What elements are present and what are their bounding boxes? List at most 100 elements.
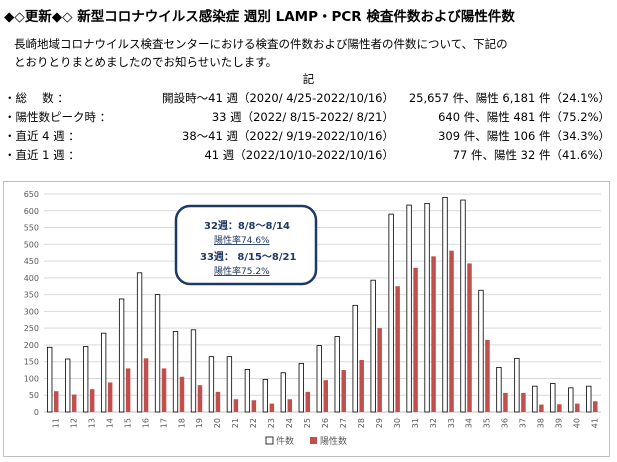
bar-count-40 <box>568 387 574 413</box>
summary-period: 41 週（2022/10/10-2022/10/16） <box>204 148 394 162</box>
y-tick-label: 50 <box>29 391 39 400</box>
bar-count-31 <box>406 204 412 413</box>
legend-label-positive: 陽性数 <box>320 435 347 447</box>
x-tick-label: 35 <box>483 418 492 428</box>
x-tick-label: 26 <box>321 418 330 428</box>
y-tick-label: 400 <box>24 274 39 283</box>
x-tick-label: 37 <box>519 418 528 428</box>
bar-count-34 <box>460 199 466 413</box>
bar-positive-19 <box>197 385 203 412</box>
summary-period: 開設時～41 週（2020/ 4/25-2022/10/16） <box>162 91 394 105</box>
legend-swatch-count <box>265 436 274 445</box>
bar-positive-11 <box>53 391 59 412</box>
summary-row-last4: ・直近 4 週 ： 38～41 週（2022/ 9/19-2022/10/16）… <box>4 128 610 147</box>
legend-swatch-positive <box>310 437 317 444</box>
bar-positive-20 <box>215 391 221 412</box>
bar-positive-15 <box>125 368 131 412</box>
annotation-callout: 32週：8/8～8/14 陽性率74.6% 33週： 8/15～8/21 陽性率… <box>174 204 318 286</box>
annotation-box <box>174 204 318 286</box>
x-tick-label: 31 <box>411 418 420 428</box>
bar-positive-29 <box>377 328 382 412</box>
y-tick-label: 600 <box>24 207 39 216</box>
summary-result: 640 件、陽性 481 件（75.2%） <box>438 110 610 124</box>
bar-count-13 <box>83 346 89 413</box>
annotation-line-2: 陽性率74.6% <box>214 234 270 246</box>
bar-count-25 <box>298 362 304 413</box>
bar-count-38 <box>532 385 538 413</box>
intro-text: 長崎地域コロナウイルス検査センターにおける検査の件数および陽性者の件数について、… <box>14 35 609 71</box>
annotation-line-3: 33週： 8/15～8/21 <box>200 251 296 263</box>
y-tick-label: 250 <box>24 324 39 333</box>
x-axis-ticks: 11 12 13 14 15 16 17 18 19 20 21 22 23 24 25 26 27 28 29 30… <box>51 418 599 428</box>
y-tick-label: 450 <box>24 257 39 266</box>
bar-positive-23 <box>269 403 275 412</box>
bar-count-29 <box>370 279 376 413</box>
page-title: ◆◇更新◆◇ 新型コロナウイルス感染症 週別 LAMP・PCR 検査件数および陽… <box>4 9 515 25</box>
bar-positive-36 <box>503 392 508 412</box>
y-tick-label: 300 <box>24 307 39 316</box>
bar-positive-21 <box>233 399 239 412</box>
bar-positive-40 <box>575 403 580 412</box>
x-tick-label: 11 <box>51 418 60 428</box>
bar-count-11 <box>47 346 53 413</box>
x-tick-label: 40 <box>573 418 582 428</box>
summary-period: 38～41 週（2022/ 9/19-2022/10/16） <box>182 129 394 143</box>
chart-legend: 件数 陽性数 <box>265 435 347 447</box>
x-tick-label: 29 <box>375 418 384 428</box>
bar-positive-22 <box>251 400 257 412</box>
bar-count-41 <box>586 385 592 413</box>
bar-count-20 <box>208 356 215 413</box>
x-tick-label: 14 <box>105 418 114 428</box>
summary-row-last1: ・直近 1 週 ： 41 週（2022/10/10-2022/10/16） 77… <box>4 147 610 166</box>
bar-positive-13 <box>89 389 95 412</box>
summary-label: ・直近 4 週 ： <box>4 129 80 143</box>
intro-line-2: とおりとりまとめましたのでお知らせいたします。 <box>14 55 278 69</box>
bar-count-18 <box>172 331 179 413</box>
y-tick-label: 350 <box>24 291 39 300</box>
x-tick-label: 30 <box>393 418 402 428</box>
summary-result: 77 件、陽性 32 件（41.6%） <box>452 148 610 162</box>
bar-count-33 <box>442 196 448 413</box>
bar-count-37 <box>514 357 520 413</box>
bar-positive-28 <box>359 360 364 412</box>
bar-count-21 <box>226 356 233 413</box>
summary-label: ・直近 1 週 ： <box>4 148 80 162</box>
bar-count-23 <box>262 379 268 413</box>
bar-positive-12 <box>71 394 77 412</box>
bar-count-36 <box>496 366 502 413</box>
x-tick-label: 22 <box>249 418 258 428</box>
bar-count-19 <box>190 329 197 413</box>
summary-result: 309 件、陽性 106 件（34.3%） <box>438 129 610 143</box>
x-tick-label: 12 <box>69 418 78 428</box>
bar-count-15 <box>118 298 125 413</box>
bar-count-35 <box>478 289 484 413</box>
bar-count-22 <box>244 369 251 413</box>
x-tick-label: 17 <box>159 418 168 428</box>
bar-chart: 050100150200250300350400450500550600650 … <box>24 190 601 447</box>
x-tick-label: 25 <box>303 418 312 428</box>
summary-row-total: ・総 数 ： 開設時～41 週（2020/ 4/25-2022/10/16） 2… <box>4 90 610 109</box>
y-axis-ticks: 0 50 100 150 200 250 300 350 400 450 500 550 600 650 <box>24 190 39 417</box>
bar-positive-18 <box>179 376 185 412</box>
bar-positive-41 <box>593 401 598 412</box>
bar-count-30 <box>388 213 394 413</box>
x-tick-label: 41 <box>591 418 600 428</box>
bar-count-24 <box>280 372 286 413</box>
y-tick-label: 550 <box>24 224 39 233</box>
bar-positive-24 <box>287 399 293 412</box>
bar-positive-33 <box>449 250 454 412</box>
x-tick-label: 24 <box>285 418 294 428</box>
bar-count-27 <box>334 336 340 413</box>
summary-table: ・総 数 ： 開設時～41 週（2020/ 4/25-2022/10/16） 2… <box>4 90 610 166</box>
x-tick-label: 32 <box>429 418 438 428</box>
x-tick-label: 18 <box>177 418 186 428</box>
bar-count-28 <box>352 304 358 413</box>
x-tick-label: 34 <box>465 418 474 428</box>
annotation-line-4: 陽性率75.2% <box>214 265 270 277</box>
y-tick-label: 650 <box>24 190 39 199</box>
bar-positive-30 <box>395 286 400 412</box>
bar-positive-32 <box>431 256 436 412</box>
y-tick-label: 500 <box>24 240 39 249</box>
summary-period: 33 週（2022/ 8/15-2022/ 8/21） <box>211 110 394 124</box>
bar-positive-16 <box>143 358 149 412</box>
